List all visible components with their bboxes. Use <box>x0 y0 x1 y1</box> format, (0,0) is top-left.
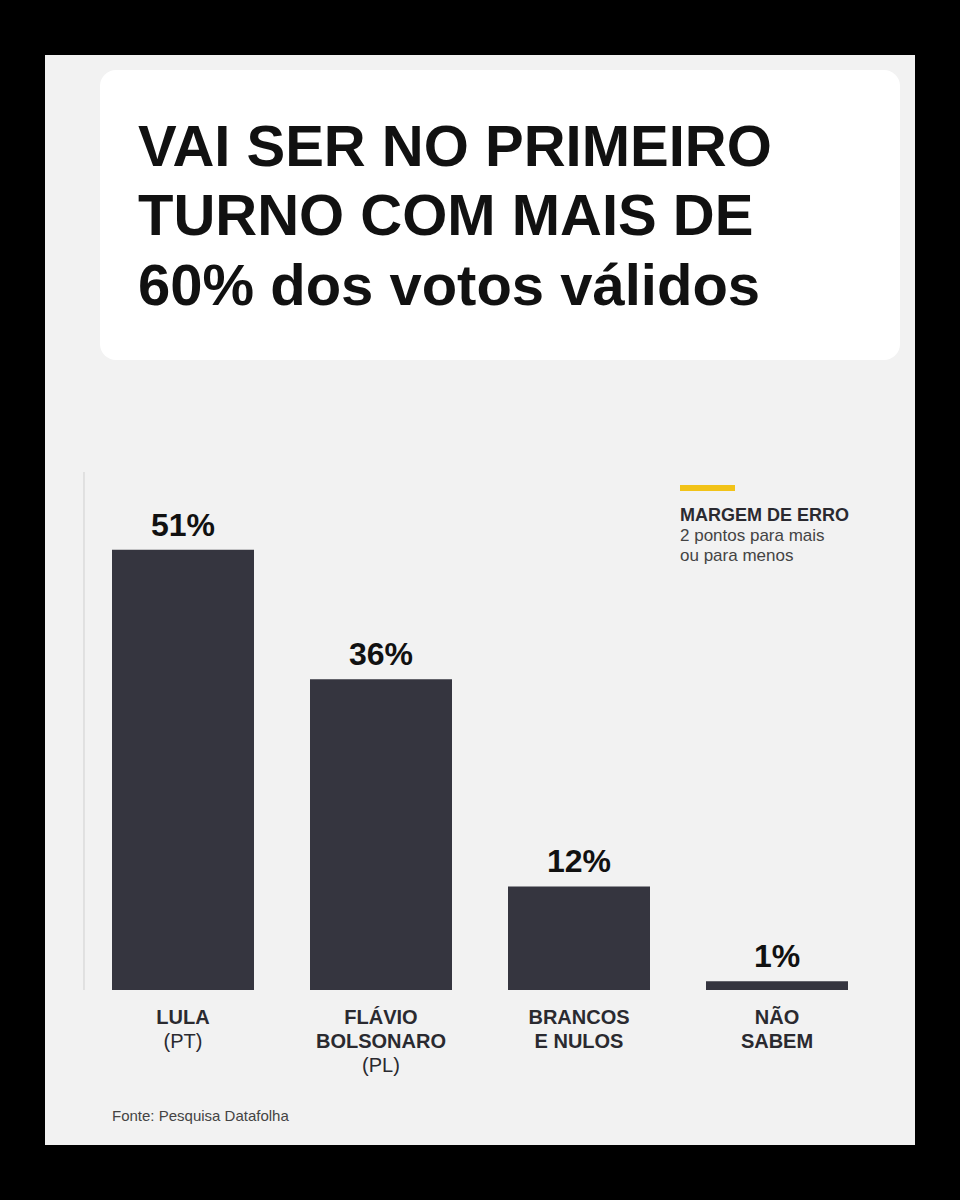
html-text:Fonte: Pesquisa Datafolha: Fonte: Pesquisa Datafolha <box>112 1107 289 1124</box>
svg-text:36%: 36% <box>349 636 413 672</box>
svg-text:BRANCOSE NULOS: BRANCOSE NULOS <box>528 1006 629 1052</box>
svg-text:NÃOSABEM: NÃOSABEM <box>741 1006 813 1052</box>
svg-text:51%: 51% <box>151 507 215 543</box>
html-text:2 pontos para mais ou para men: 2 pontos para mais ou para menos <box>680 526 825 566</box>
svg-text:LULA(PT): LULA(PT) <box>156 1006 209 1052</box>
svg-text:1%: 1% <box>754 938 800 974</box>
html-text:MARGEM DE ERRO: MARGEM DE ERRO <box>680 505 849 525</box>
svg-text:FLÁVIOBOLSONARO(PL): FLÁVIOBOLSONARO(PL) <box>316 1006 446 1076</box>
html-text:VAI SER NO PRIMEIRO TURNO COM: VAI SER NO PRIMEIRO TURNO COM MAIS DE 60… <box>138 112 772 317</box>
svg-text:12%: 12% <box>547 843 611 879</box>
